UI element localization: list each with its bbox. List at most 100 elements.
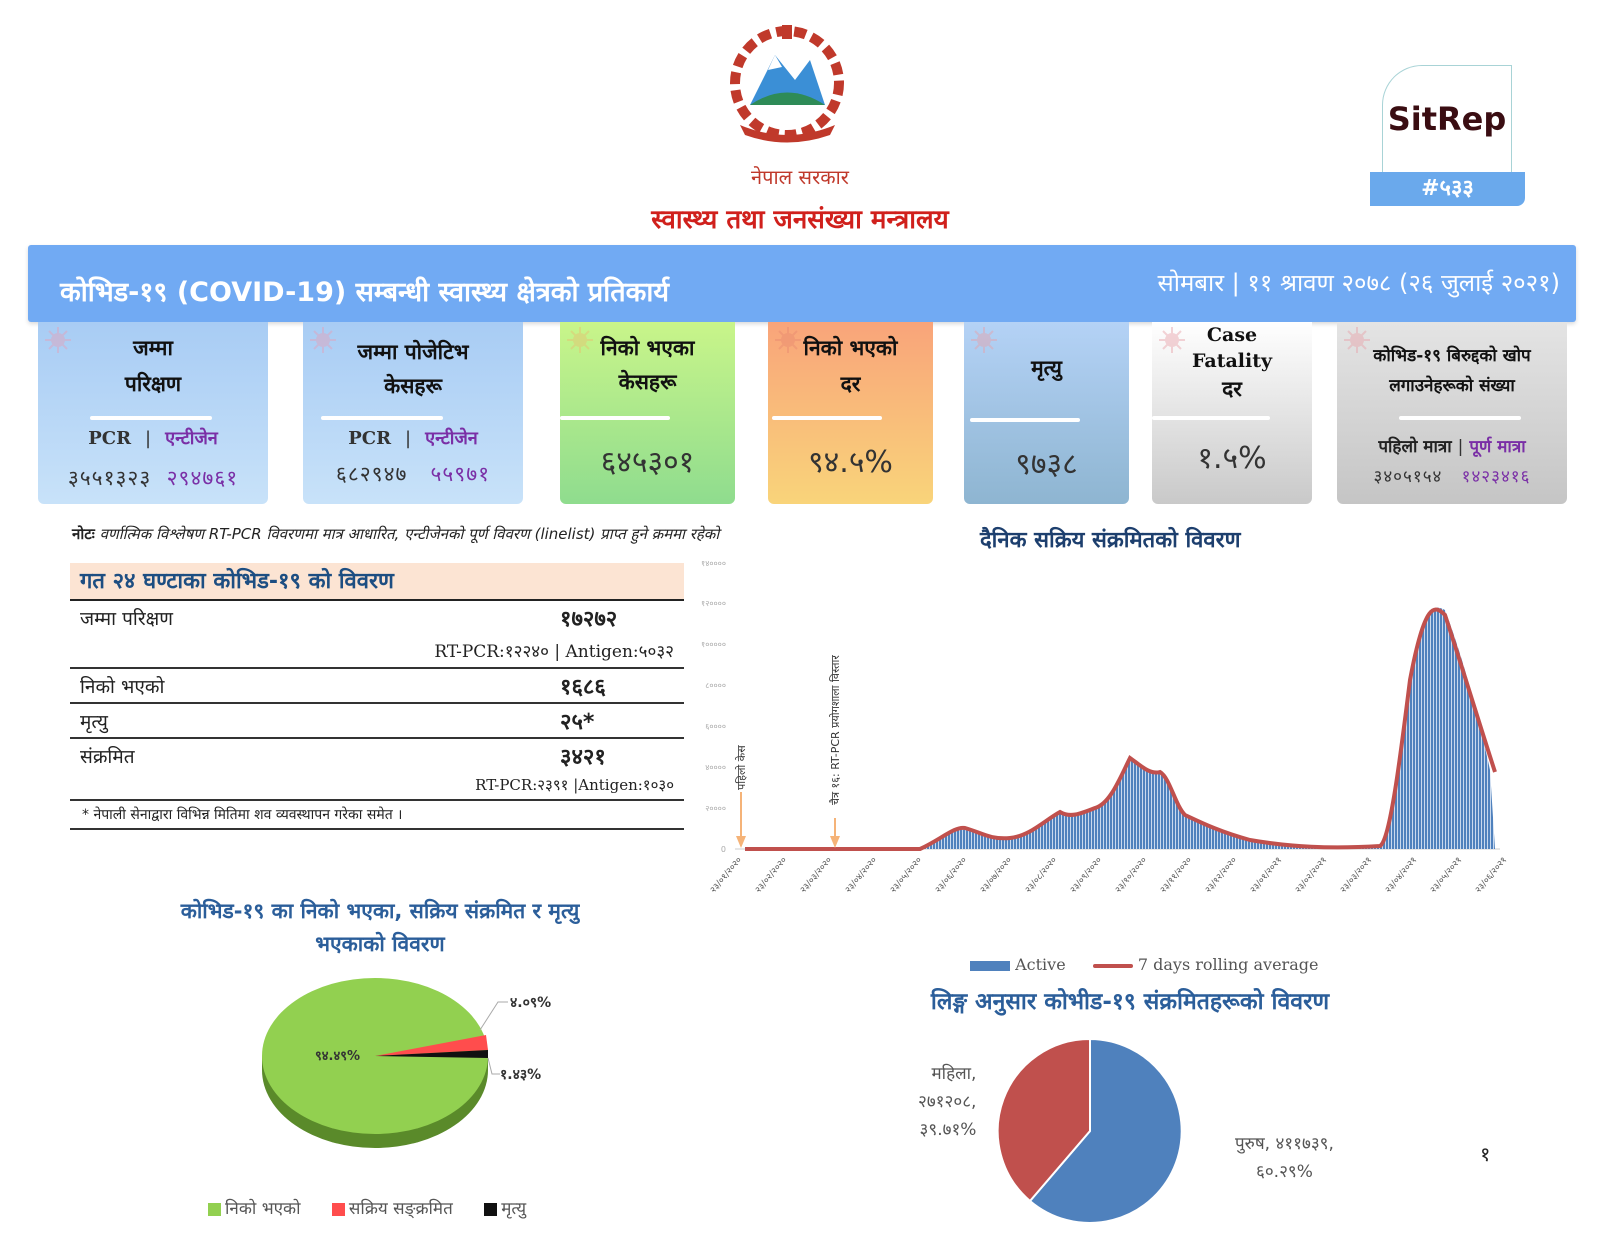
- sitrep-label: SitRep: [1387, 100, 1507, 138]
- divider: [1152, 416, 1270, 420]
- divider: [560, 416, 670, 420]
- card-recovered: निको भएका केसहरू ६४५३०१: [560, 322, 735, 504]
- table-row: जम्मा परिक्षण १७२७२ RT-PCR:१२२४० | Antig…: [70, 601, 684, 669]
- svg-text:२३/०४/२०२०: २३/०४/२०२०: [844, 855, 880, 895]
- svg-text:२३/०४/२०२१: २३/०४/२०२१: [1384, 856, 1420, 896]
- card-title-2: दर: [840, 372, 861, 396]
- pcr-antigen-labels: PCR | एन्टीजेन: [348, 428, 478, 449]
- dose-labels: पहिलो मात्रा | पूर्ण मात्रा: [1378, 437, 1526, 457]
- card-title: जम्मा: [133, 336, 173, 360]
- card-title-2: Fatality: [1191, 350, 1273, 372]
- male-label: पुरुष, ४११७३९, ६०.२९%: [1235, 1134, 1334, 1182]
- svg-text:२३/०५/२०२०: २३/०५/२०२०: [889, 855, 925, 895]
- daily-active-chart-title: दैनिक सक्रिय संक्रमितको विवरण: [980, 528, 1241, 553]
- virus-icon: [1159, 327, 1185, 353]
- card-title: मृत्यु: [1031, 356, 1062, 380]
- svg-text:२३/१२/२०२०: २३/१२/२०२०: [1204, 855, 1240, 895]
- virus-icon: [45, 327, 71, 353]
- svg-text:२००००: २००००: [705, 804, 726, 813]
- active-percent-label: ४.०९%: [510, 995, 551, 1011]
- svg-text:२३/०३/२०२०: २३/०३/२०२०: [799, 855, 835, 895]
- virus-icon: [971, 327, 997, 353]
- annotation-first-case: पहिलो केस: [735, 745, 748, 790]
- daily-chart-legend: Active 7 days rolling average: [970, 955, 1318, 974]
- table-row: मृत्यु २५*: [70, 704, 684, 739]
- svg-text:२३/१०/२०२०: २३/१०/२०२०: [1114, 855, 1150, 895]
- female-label: महिला, २७१२०८, ३९.७१%: [918, 1064, 977, 1140]
- virus-icon: [775, 327, 801, 353]
- annotation-pcr-expansion: चैत्र १६: RT-PCR प्रयोगशाला विस्तार: [829, 655, 842, 805]
- report-date: सोमबार | ११ श्रावण २०७८ (२६ जुलाई २०२१): [1157, 269, 1561, 297]
- divider: [1399, 416, 1521, 420]
- card-recovery-rate: निको भएको दर ९४.५%: [768, 322, 933, 504]
- recovered-value: ६४५३०१: [600, 445, 695, 480]
- svg-text:१४००००: १४००००: [701, 560, 726, 568]
- svg-text:२३/०१/२०२०: २३/०१/२०२०: [709, 855, 745, 895]
- svg-text:२३/०७/२०२०: २३/०७/२०२०: [979, 855, 1015, 895]
- pcr-antigen-labels: PCR | एन्टीजेन: [88, 428, 218, 449]
- government-name: नेपाल सरकार: [751, 165, 849, 189]
- outcome-pie-chart: ९४.४९% ४.०९% १.४३%: [250, 970, 551, 1170]
- ministry-name: स्वास्थ्य तथा जनसंख्या मन्त्रालय: [651, 205, 949, 235]
- legend-active-swatch: [970, 960, 1010, 971]
- card-title: Case: [1206, 324, 1258, 346]
- svg-text:२३/०६/२०२०: २३/०६/२०२०: [934, 855, 970, 895]
- card-vaccination: कोभिड-१९ बिरुद्दको खोप लगाउनेहरूको संख्य…: [1337, 322, 1567, 504]
- card-deaths: मृत्यु ९७३८: [964, 322, 1129, 504]
- svg-text:२३/०८/२०२०: २३/०८/२०२०: [1024, 855, 1060, 895]
- outcome-pie-legend: निको भएको सक्रिय सङ्क्रमित मृत्यु: [208, 1196, 552, 1219]
- recovered-percent-label: ९४.४९%: [315, 1049, 360, 1064]
- svg-text:0: 0: [721, 845, 726, 854]
- svg-text:२३/११/२०२०: २३/११/२०२०: [1159, 855, 1195, 895]
- card-title-2: परिक्षण: [124, 372, 182, 396]
- card-total-tests: जम्मा परिक्षण PCR | एन्टीजेन ३५५१३२३ २९४७६…: [38, 322, 268, 504]
- table-footnote: * नेपाली सेनाद्वारा विभिन्न मितिमा शव व्…: [82, 807, 403, 823]
- legend-swatch-active: [331, 1202, 345, 1216]
- sitrep-number: #५३३: [1370, 172, 1525, 206]
- gender-pie-chart: [990, 1035, 1195, 1225]
- card-title-2: केसहरू: [384, 374, 442, 398]
- svg-text:२३/०२/२०२०: २३/०२/२०२०: [754, 855, 790, 895]
- svg-text:२३/०९/२०२०: २३/०९/२०२०: [1069, 855, 1105, 895]
- virus-icon: [567, 327, 593, 353]
- tests-values: ३५५१३२३ २९४७६१: [67, 466, 239, 490]
- card-title: निको भएका: [600, 336, 695, 360]
- legend-average-swatch: [1092, 963, 1133, 968]
- svg-text:१२००००: १२००००: [701, 599, 726, 608]
- svg-text:२३/०६/२०२१: २३/०६/२०२१: [1474, 856, 1510, 896]
- title-banner: [28, 245, 1576, 322]
- card-title-2: लगाउनेहरूको संख्या: [1389, 376, 1515, 396]
- svg-text:४००००: ४००००: [705, 763, 726, 772]
- svg-text:२३/०३/२०२१: २३/०३/२०२१: [1339, 856, 1375, 896]
- page-number: १: [1480, 1142, 1491, 1166]
- svg-text:२३/०५/२०२१: २३/०५/२०२१: [1429, 856, 1465, 896]
- table-row: निको भएको १६८६: [70, 669, 684, 704]
- divider: [970, 418, 1080, 422]
- svg-text:८००००: ८००००: [705, 681, 726, 690]
- legend-swatch-death: [484, 1202, 498, 1216]
- sitrep-badge-frame: [1382, 65, 1512, 173]
- table-row: संक्रमित ३४२१ RT-PCR:२३९१ |Antigen:१०३०: [70, 739, 684, 801]
- cfr-value: १.५%: [1197, 441, 1267, 476]
- card-total-positive: जम्मा पोजेटिभ केसहरू PCR | एन्टीजेन ६८२९४७…: [303, 322, 523, 504]
- last-24h-table: गत २४ घण्टाका कोभिड-१९ को विवरण जम्मा पर…: [70, 563, 684, 830]
- deaths-value: ९७३८: [1015, 447, 1078, 482]
- banner-title: कोभिड-१९ (COVID-19) सम्बन्धी स्वास्थ्य क…: [60, 277, 669, 308]
- death-percent-label: १.४३%: [500, 1067, 541, 1083]
- card-title: जम्मा पोजेटिभ: [357, 340, 469, 364]
- virus-icon: [1344, 327, 1370, 353]
- card-title: कोभिड-१९ बिरुद्दको खोप: [1373, 346, 1531, 366]
- card-title-2: केसहरू: [618, 370, 677, 394]
- legend-swatch-recovered: [208, 1202, 221, 1216]
- divider: [772, 416, 882, 420]
- svg-text:६००००: ६००००: [705, 722, 726, 731]
- card-case-fatality: Case Fatality दर १.५%: [1152, 322, 1312, 504]
- nepal-emblem-logo: [720, 25, 855, 145]
- daily-active-chart: 0 २०००० ४०००० ६०००० ८०००० १००००० १२०००० …: [690, 559, 1550, 940]
- recovery-rate-value: ९४.५%: [808, 445, 893, 480]
- virus-icon: [310, 327, 336, 353]
- svg-text:२३/०१/२०२१: २३/०१/२०२१: [1249, 856, 1285, 896]
- divider: [90, 416, 212, 420]
- positive-values: ६८२९४७ ५५९७१: [335, 462, 491, 486]
- dose-values: ३४०५१५४ १४२३४१६: [1373, 467, 1531, 487]
